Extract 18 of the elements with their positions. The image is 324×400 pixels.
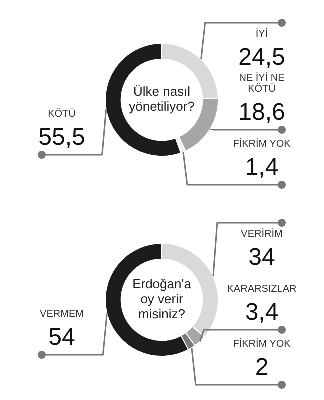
slice-label: VERİRİM <box>241 228 283 240</box>
data-label: 24,5 <box>238 44 286 71</box>
legend-label: FİKRİM YOK <box>233 338 292 350</box>
slice-label: NE İYİ NE KÖTÜ <box>239 72 286 95</box>
data-label: 34 <box>248 244 276 271</box>
data-label: 1,4 <box>245 154 279 181</box>
slice-label: VERMEM <box>40 309 84 320</box>
data-label: 54 <box>48 324 76 351</box>
data-label: 18,6 <box>238 99 286 126</box>
data-label: 3,4 <box>245 299 279 326</box>
data-label: 55,5 <box>38 124 86 151</box>
slice-label: İYİ <box>256 28 268 40</box>
slice-label: FİKRİM YOK <box>233 138 292 150</box>
text: Ülke nasıl yönetiliyor? <box>129 84 195 114</box>
slice-label: KARARSIZLAR <box>227 284 297 295</box>
data-label: 2 <box>255 354 269 381</box>
text: Erdoğan'a oy verir misiniz? <box>132 276 192 322</box>
slice-label: KÖTÜ <box>48 108 76 120</box>
